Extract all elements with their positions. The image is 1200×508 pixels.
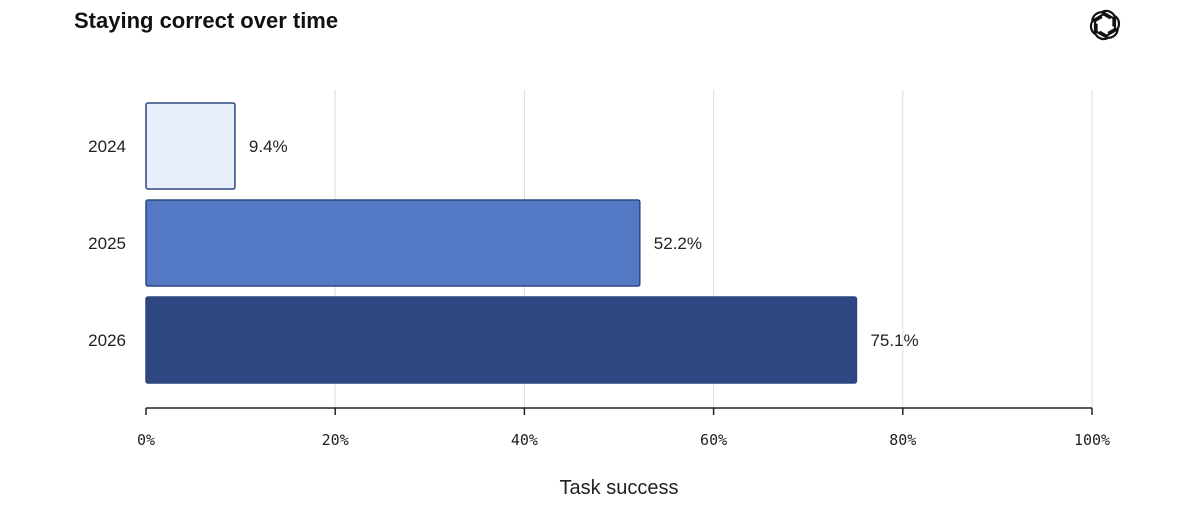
data-label: 52.2% xyxy=(654,234,702,253)
x-axis-ticks: 0% 20% 40% 60% 80% 100% xyxy=(137,408,1110,449)
x-tick-label: 0% xyxy=(137,431,155,449)
x-axis-title: Task success xyxy=(560,477,679,499)
bar-2026 xyxy=(145,296,858,384)
data-label: 9.4% xyxy=(249,137,288,156)
chart-title: Staying correct over time xyxy=(74,8,339,33)
category-label: 2026 xyxy=(88,331,126,350)
category-label: 2024 xyxy=(88,137,126,156)
category-label: 2025 xyxy=(88,234,126,253)
x-tick-label: 60% xyxy=(700,431,727,449)
bars: 9.4% 52.2% 75.1% xyxy=(145,102,919,384)
data-label: 75.1% xyxy=(870,331,918,350)
bar-2024 xyxy=(145,102,236,190)
openai-logo-icon xyxy=(1088,8,1122,42)
x-tick-label: 20% xyxy=(322,431,349,449)
bar-2025 xyxy=(145,199,641,287)
x-tick-label: 40% xyxy=(511,431,538,449)
x-tick-label: 100% xyxy=(1074,431,1110,449)
y-axis-labels: 2024 2025 2026 xyxy=(88,137,126,350)
x-tick-label: 80% xyxy=(889,431,916,449)
